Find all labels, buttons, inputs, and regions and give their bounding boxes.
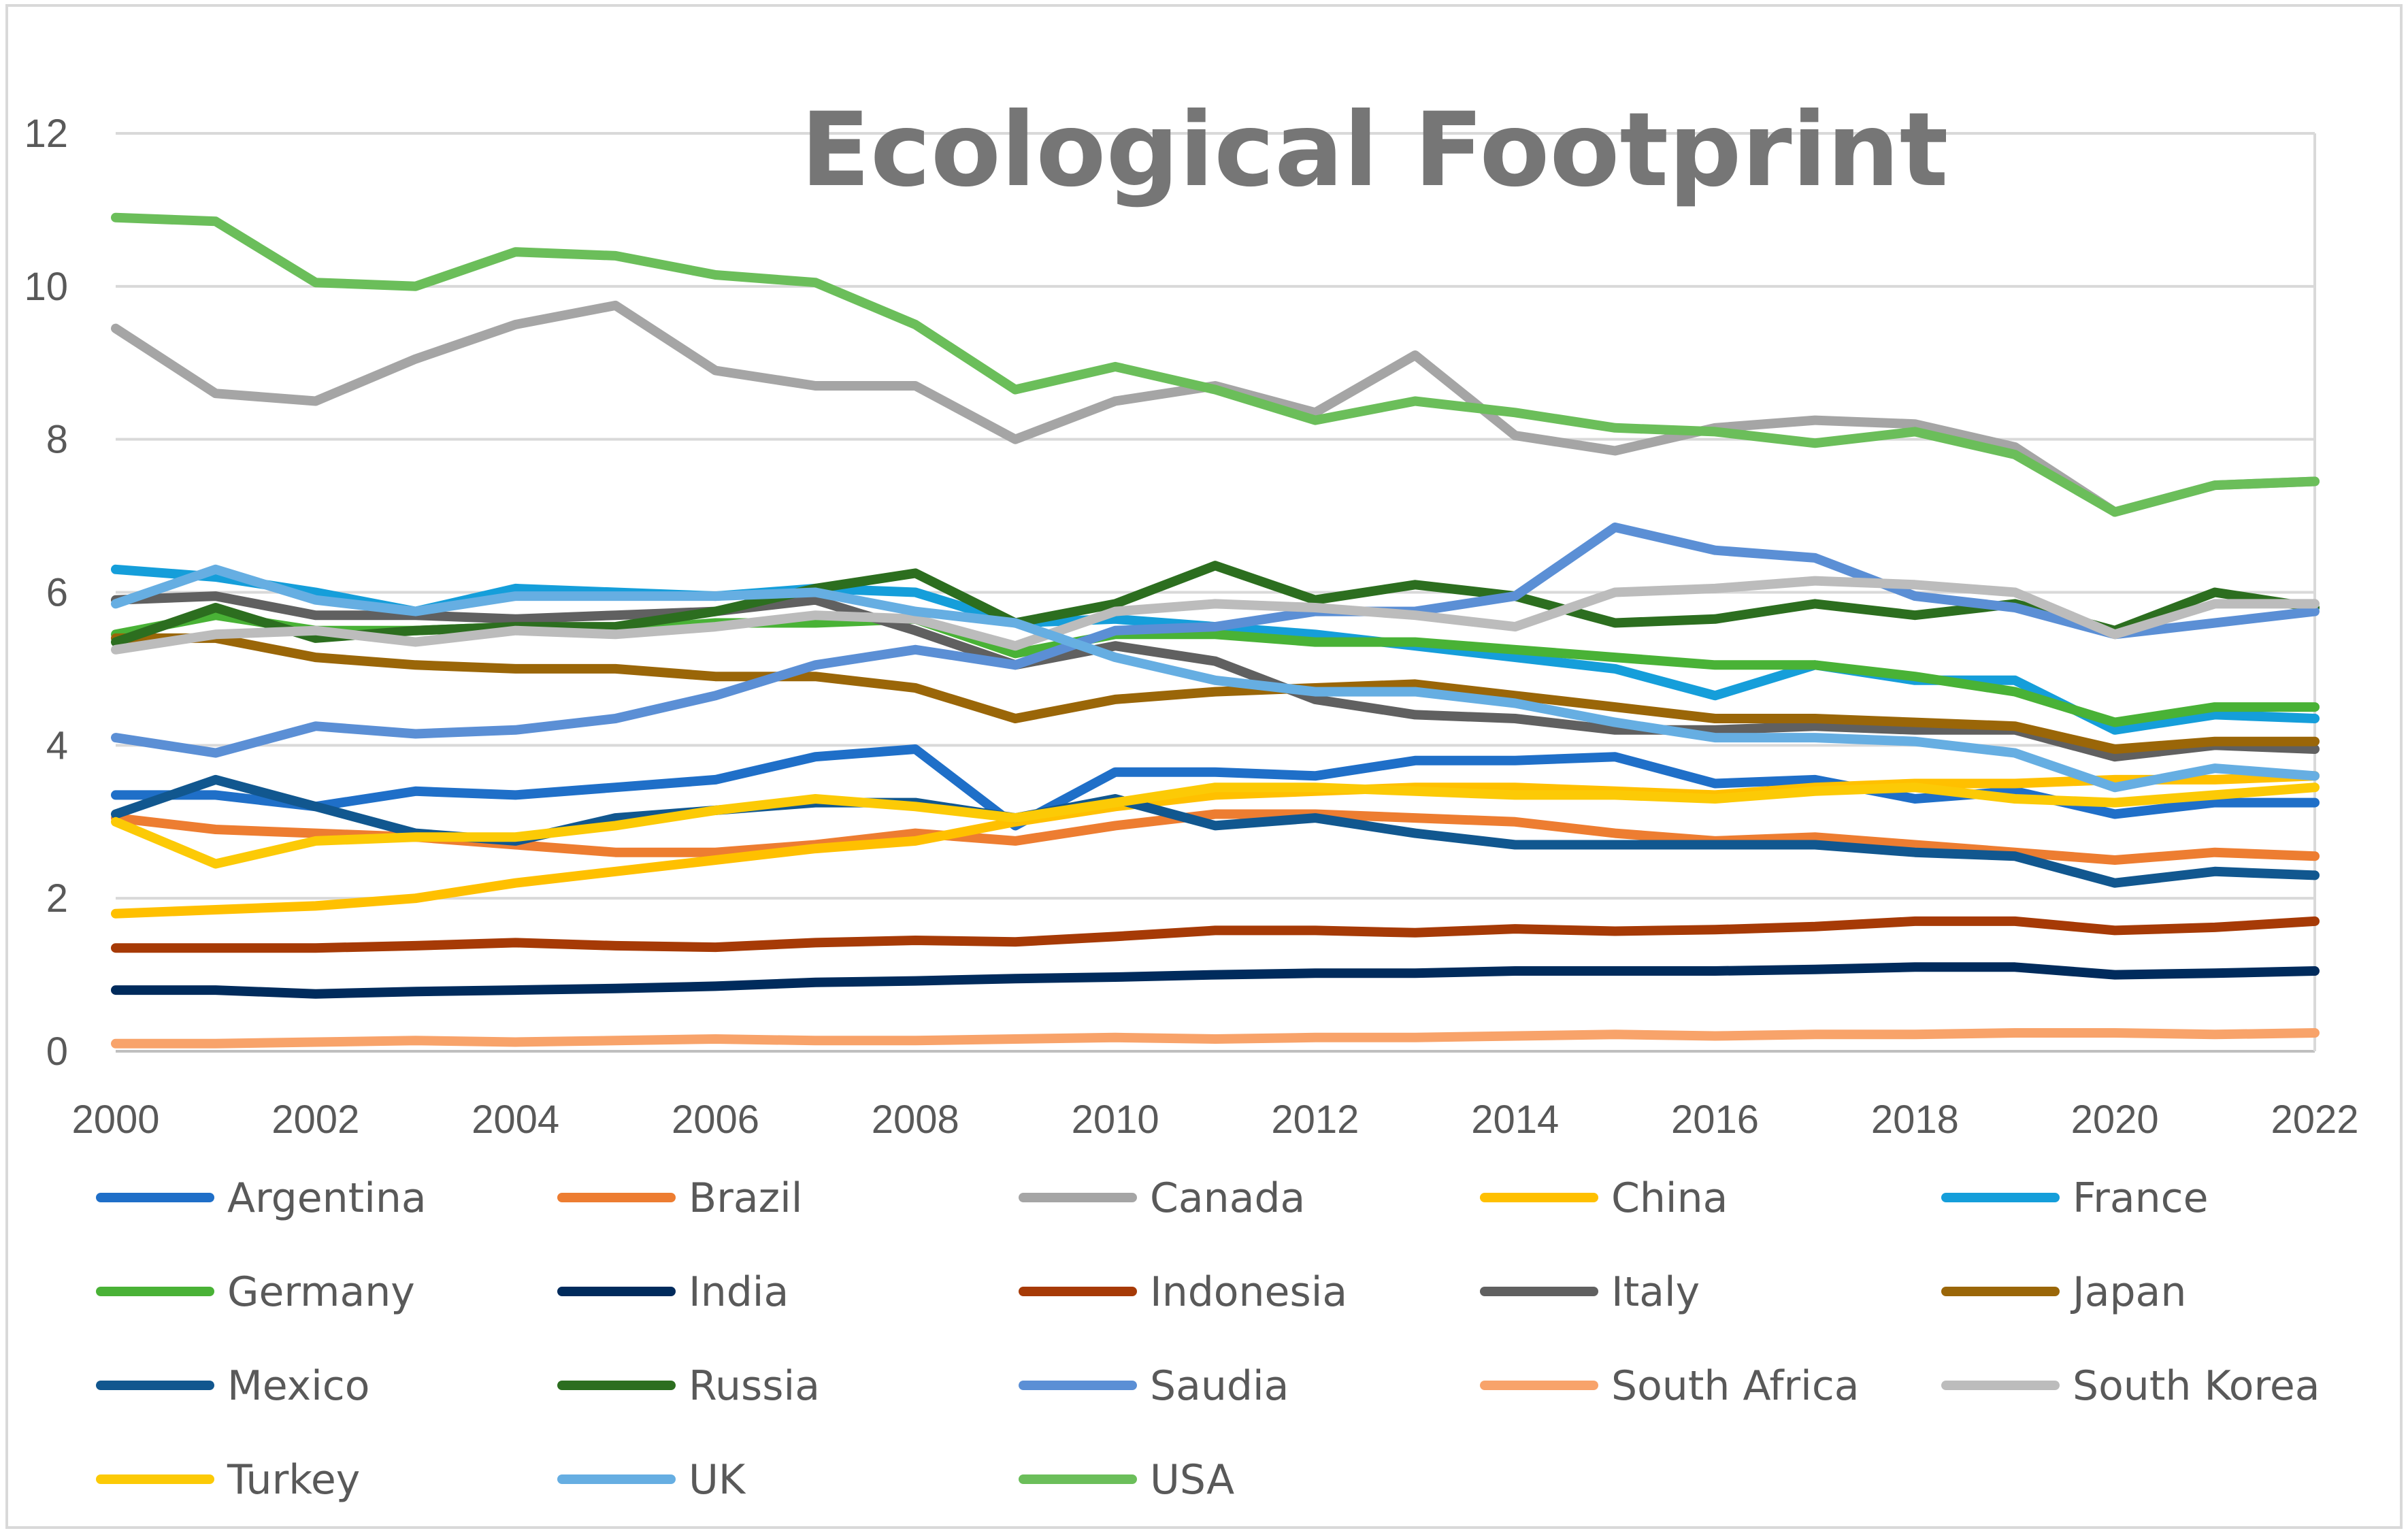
series-line-turkey (111, 782, 2320, 869)
legend-label-france: France (2073, 1174, 2209, 1222)
x-tick-label: 2010 (1072, 1098, 1159, 1142)
y-tick-label: 0 (46, 1029, 68, 1074)
legend-label-canada: Canada (1150, 1174, 1305, 1222)
series-line-china (111, 771, 2320, 919)
y-tick-label: 12 (24, 112, 68, 156)
x-tick-label: 2022 (2271, 1098, 2358, 1142)
x-tick-label: 2020 (2071, 1098, 2159, 1142)
legend-label-japan: Japan (2070, 1268, 2186, 1316)
x-tick-label: 2016 (1671, 1098, 1759, 1142)
y-tick-label: 8 (46, 418, 68, 462)
chart-border (5, 4, 2403, 1529)
x-tick-label: 2018 (1871, 1098, 1959, 1142)
legend-label-russia: Russia (689, 1362, 820, 1410)
y-tick-label: 4 (46, 723, 68, 768)
series-line-saudia (111, 522, 2320, 758)
series-line-usa (111, 212, 2320, 517)
y-tick-label: 2 (46, 876, 68, 921)
axes: 0 2 4 6 8 10 12 2000 2002 2004 2006 2008 2010 2012 201… (24, 112, 2358, 1142)
x-tick-label: 2006 (672, 1098, 759, 1142)
legend-label-italy: Italy (1611, 1268, 1700, 1316)
series-line-south-korea (111, 576, 2320, 655)
series-line-south-africa (111, 1028, 2320, 1049)
legend-label-argentina: Argentina (227, 1174, 427, 1222)
legend-label-south-africa: South Africa (1611, 1362, 1860, 1410)
x-tick-label: 2002 (271, 1098, 359, 1142)
legend-label-turkey: Turkey (227, 1456, 360, 1504)
chart-title: Ecological Footprint (801, 91, 1949, 210)
gridlines (116, 132, 2316, 1053)
series-line-argentina (111, 744, 2320, 831)
x-tick-label: 2008 (872, 1098, 959, 1142)
legend-label-germany: Germany (227, 1268, 415, 1316)
series-line-india (111, 962, 2320, 999)
legend: Argentina Brazil Canada China France Germany I… (96, 1174, 2320, 1504)
y-tick-label: 6 (46, 571, 68, 615)
legend-label-usa: USA (1150, 1456, 1234, 1504)
series-lines (111, 212, 2320, 1049)
legend-label-uk: UK (689, 1456, 746, 1504)
legend-label-south-korea: South Korea (2073, 1362, 2320, 1410)
series-line-italy (111, 591, 2320, 762)
series-line-japan (111, 633, 2320, 754)
legend-label-indonesia: Indonesia (1150, 1268, 1347, 1316)
legend-label-india: India (689, 1268, 789, 1316)
legend-label-saudia: Saudia (1150, 1362, 1289, 1410)
x-tick-label: 2012 (1271, 1098, 1359, 1142)
series-line-uk (111, 564, 2320, 793)
series-line-russia (111, 561, 2320, 647)
series-line-indonesia (111, 916, 2320, 953)
legend-label-china: China (1611, 1174, 1728, 1222)
y-tick-label: 10 (24, 265, 68, 309)
x-tick-label: 2000 (71, 1098, 159, 1142)
legend-label-mexico: Mexico (227, 1362, 370, 1410)
legend-label-brazil: Brazil (689, 1174, 802, 1222)
x-tick-label: 2004 (472, 1098, 559, 1142)
x-tick-label: 2014 (1471, 1098, 1559, 1142)
